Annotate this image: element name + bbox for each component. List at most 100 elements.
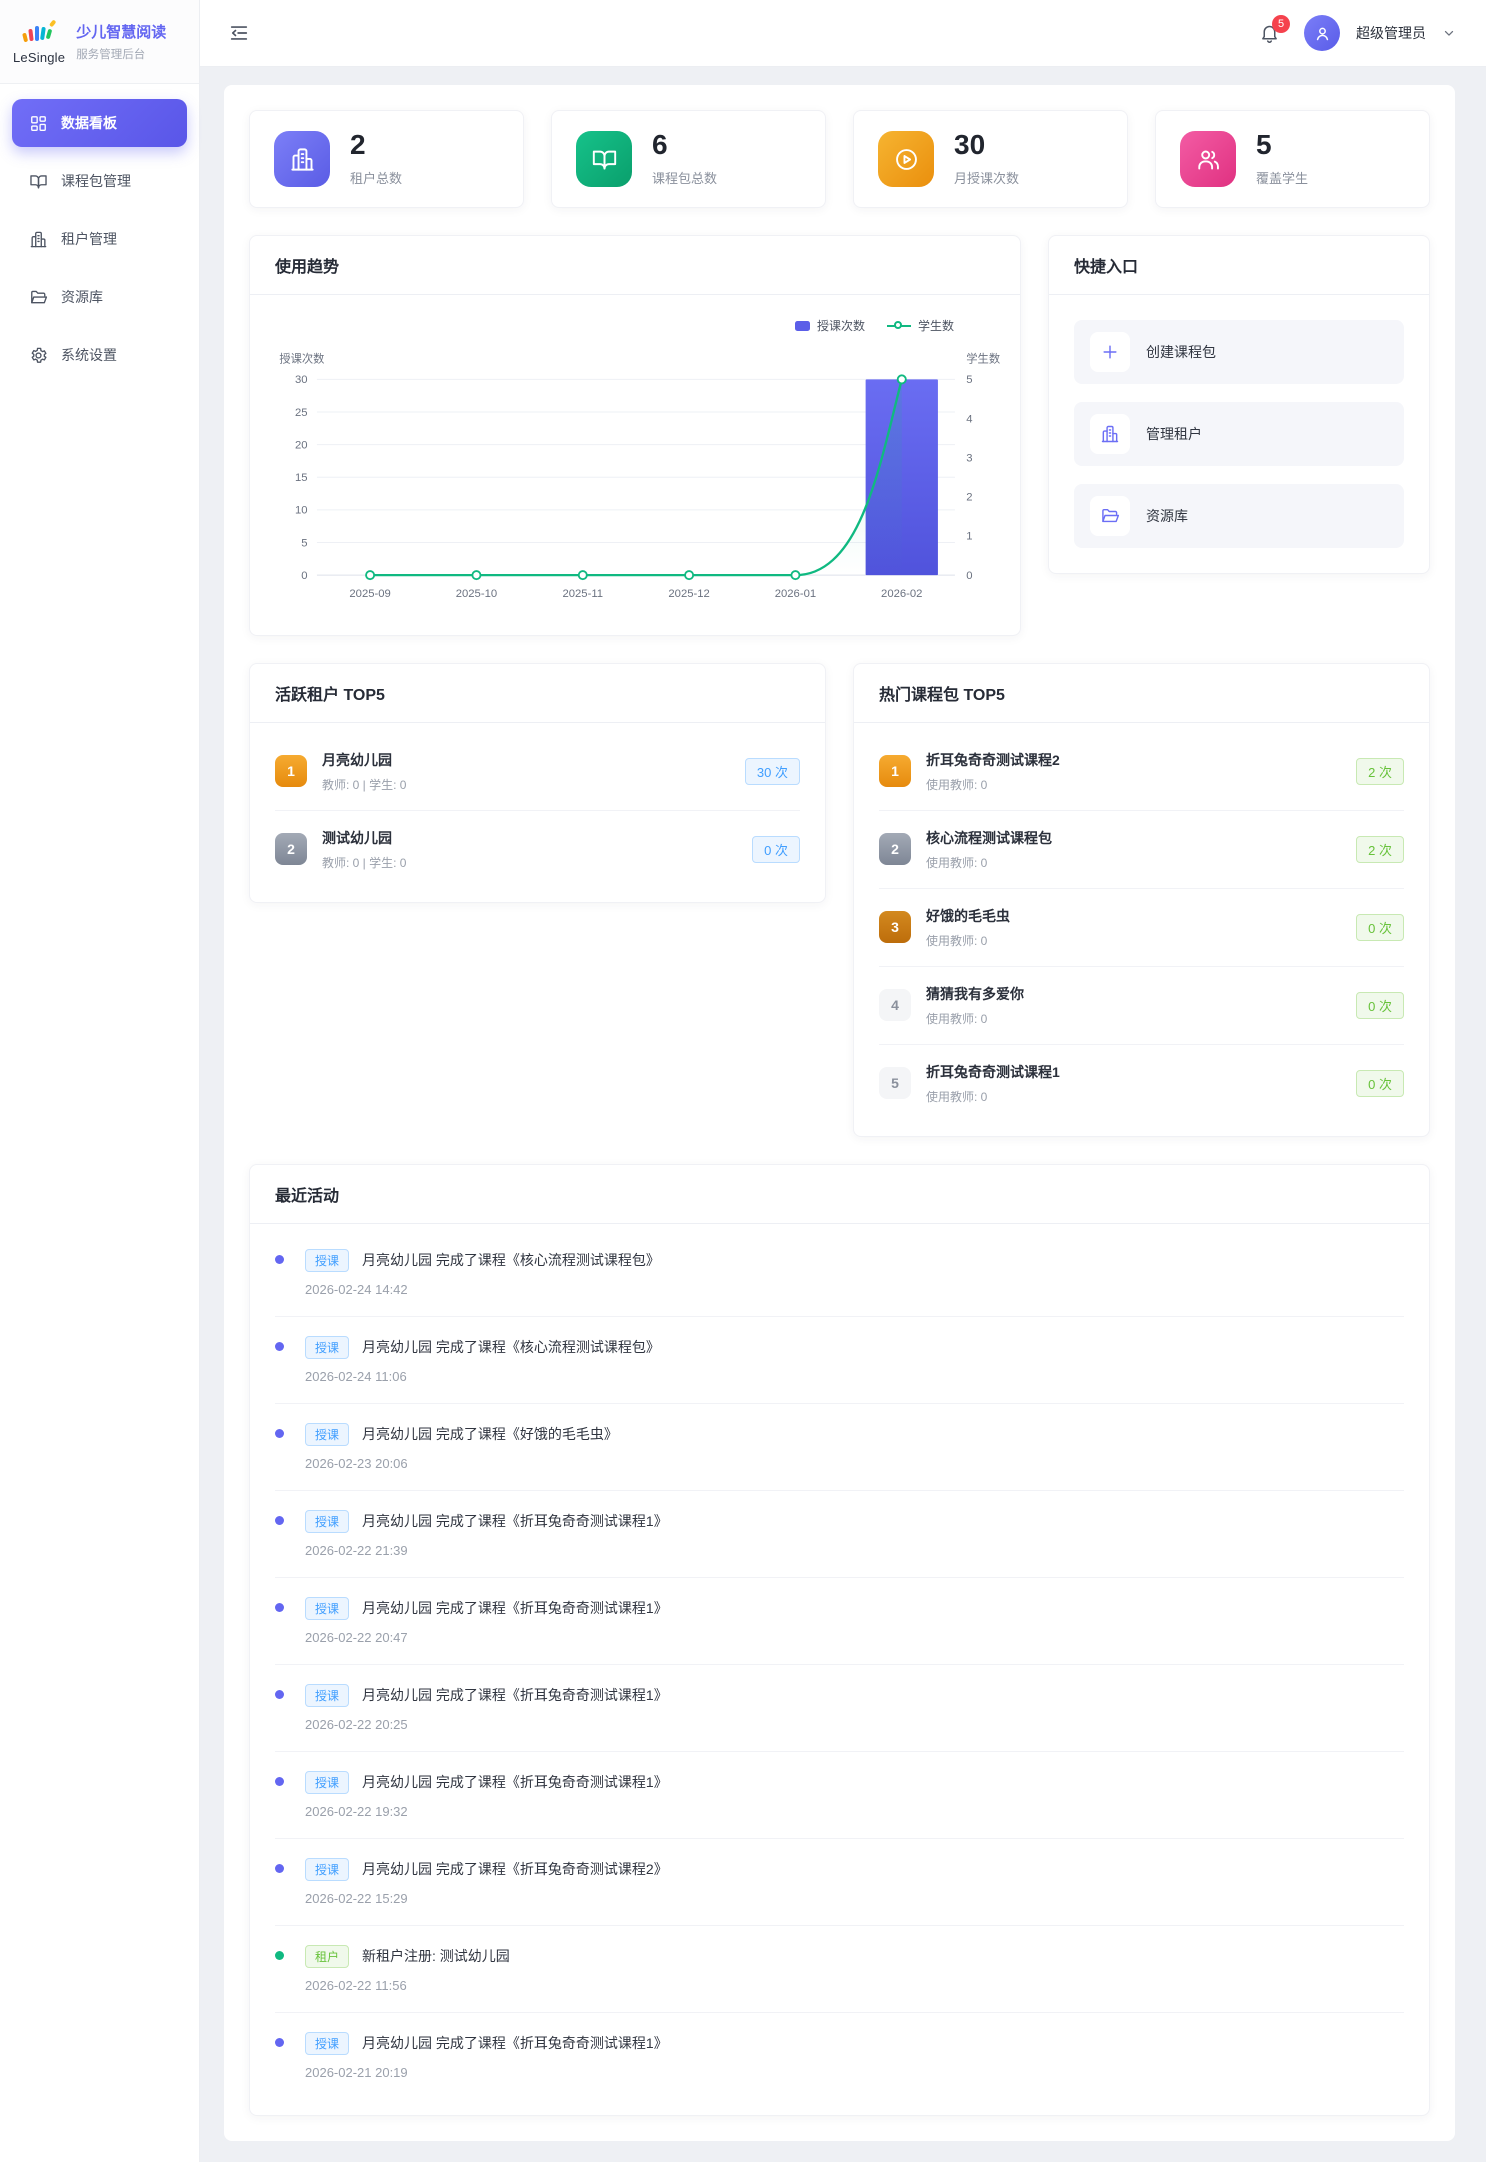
- svg-text:30: 30: [295, 374, 308, 386]
- activity-item: 授课 月亮幼儿园 完成了课程《折耳兔奇奇测试课程1》 2026-02-22 19…: [275, 1752, 1404, 1839]
- course-meta: 使用教师: 0: [926, 933, 988, 948]
- tenant-rank-row: 1 月亮幼儿园 教师: 0 | 学生: 0 30 次: [275, 733, 800, 811]
- app-title: 少儿智慧阅读: [76, 24, 167, 41]
- count-badge: 0 次: [1356, 991, 1404, 1019]
- quick-entry-button[interactable]: 资源库: [1074, 484, 1404, 548]
- top-header: 5 超级管理员: [200, 0, 1486, 67]
- activity-dot: [275, 1254, 284, 1264]
- legend-item[interactable]: 授课次数: [794, 317, 865, 334]
- avatar[interactable]: [1304, 15, 1340, 51]
- activity-time: 2026-02-22 19:32: [305, 1803, 408, 1819]
- quick-entry-card: 快捷入口 创建课程包 管理租户: [1048, 235, 1430, 574]
- course-meta: 使用教师: 0: [926, 1089, 988, 1104]
- sidebar-item[interactable]: 资源库: [12, 273, 187, 321]
- main-area: 5 超级管理员 2: [200, 0, 1486, 2162]
- svg-text:25: 25: [295, 407, 308, 419]
- activity-time: 2026-02-22 20:25: [305, 1716, 408, 1732]
- section-title: 使用趋势: [250, 236, 1020, 295]
- active-tenants-card: 活跃租户 TOP5 1 月亮幼儿园 教师: 0 | 学生: 0: [249, 662, 826, 903]
- svg-text:4: 4: [966, 413, 972, 425]
- svg-text:授课次数: 授课次数: [279, 351, 324, 365]
- stat-label: 覆盖学生: [1256, 171, 1309, 186]
- sidebar-item-label: 系统设置: [61, 347, 117, 363]
- sidebar-item[interactable]: 租户管理: [12, 215, 187, 263]
- sidebar-item[interactable]: 数据看板: [12, 99, 187, 147]
- app-subtitle: 服务管理后台: [76, 49, 146, 61]
- stat-label: 课程包总数: [652, 171, 718, 186]
- folder-icon: [29, 288, 48, 307]
- activity-dot: [275, 1428, 284, 1438]
- book-icon: [29, 172, 48, 191]
- activity-item: 授课 月亮幼儿园 完成了课程《好饿的毛毛虫》 2026-02-23 20:06: [275, 1404, 1404, 1491]
- notification-badge: 5: [1272, 14, 1290, 33]
- svg-text:学生数: 学生数: [966, 351, 1000, 365]
- book-icon: [576, 131, 632, 187]
- activity-text: 月亮幼儿园 完成了课程《折耳兔奇奇测试课程1》: [362, 1687, 668, 1704]
- quick-entry-button[interactable]: 创建课程包: [1074, 320, 1404, 384]
- stat-card: 30 月授课次数: [853, 110, 1128, 208]
- sidebar-item[interactable]: 系统设置: [12, 331, 187, 379]
- svg-text:3: 3: [966, 452, 972, 464]
- brand-text: LeSingle: [13, 49, 66, 65]
- stat-value: 6: [652, 129, 668, 160]
- stat-value: 2: [350, 129, 366, 160]
- sidebar-item-label: 课程包管理: [61, 173, 131, 189]
- course-name: 猜猜我有多爱你: [926, 985, 1024, 1002]
- activity-time: 2026-02-22 20:47: [305, 1629, 408, 1645]
- chart-legend: 授课次数 学生数: [268, 317, 954, 334]
- app-logo: LeSingle 少儿智慧阅读 服务管理后台: [0, 0, 199, 84]
- chevron-down-icon[interactable]: [1442, 26, 1456, 40]
- svg-text:5: 5: [301, 537, 307, 549]
- activity-text: 月亮幼儿园 完成了课程《折耳兔奇奇测试课程1》: [362, 1513, 668, 1530]
- course-rank-row: 4 猜猜我有多爱你 使用教师: 0 0 次: [879, 967, 1404, 1045]
- content: 2 租户总数 6 课程包总数: [200, 67, 1486, 2162]
- activity-text: 月亮幼儿园 完成了课程《折耳兔奇奇测试课程1》: [362, 2035, 668, 2052]
- activity-text: 新租户注册: 测试幼儿园: [362, 1948, 510, 1965]
- svg-text:2025-10: 2025-10: [456, 588, 497, 600]
- notification-button[interactable]: 5: [1259, 14, 1290, 44]
- activity-text: 月亮幼儿园 完成了课程《折耳兔奇奇测试课程1》: [362, 1774, 668, 1791]
- usage-trend-card: 使用趋势 授课次数 学生数: [249, 235, 1021, 636]
- tenant-name: 测试幼儿园: [322, 829, 392, 846]
- section-title: 最近活动: [250, 1165, 1429, 1224]
- activity-dot: [275, 1863, 284, 1873]
- fold-icon[interactable]: [228, 22, 250, 44]
- hot-courses-card: 热门课程包 TOP5 1 折耳兔奇奇测试课程2 使用教师: 0: [853, 662, 1430, 1137]
- stat-card: 5 覆盖学生: [1155, 110, 1430, 208]
- course-rank-row: 5 折耳兔奇奇测试课程1 使用教师: 0 0 次: [879, 1045, 1404, 1122]
- activity-item: 授课 月亮幼儿园 完成了课程《折耳兔奇奇测试课程1》 2026-02-22 20…: [275, 1578, 1404, 1665]
- activity-dot: [275, 1341, 284, 1351]
- activity-type-badge: 授课: [305, 1683, 350, 1707]
- recent-activity-card: 最近活动 授课 月亮幼儿园 完成了课程《核心流程测试课程包》: [249, 1163, 1430, 2116]
- course-name: 折耳兔奇奇测试课程2: [926, 751, 1060, 768]
- count-badge: 30 次: [744, 757, 800, 785]
- tenant-rank-row: 2 测试幼儿园 教师: 0 | 学生: 0 0 次: [275, 811, 800, 888]
- activity-time: 2026-02-22 11:56: [305, 1977, 407, 1993]
- bar-swatch-icon: [794, 320, 810, 331]
- quick-entry-button[interactable]: 管理租户: [1074, 402, 1404, 466]
- section-title: 热门课程包 TOP5: [854, 664, 1429, 723]
- activity-time: 2026-02-24 14:42: [305, 1281, 408, 1297]
- building-icon: [29, 230, 48, 249]
- svg-text:2026-02: 2026-02: [881, 588, 922, 600]
- folder-icon: [1090, 496, 1130, 536]
- tenant-name: 月亮幼儿园: [322, 751, 392, 768]
- course-meta: 使用教师: 0: [926, 855, 988, 870]
- count-badge: 2 次: [1356, 835, 1404, 863]
- sidebar-item[interactable]: 课程包管理: [12, 157, 187, 205]
- activity-text: 月亮幼儿园 完成了课程《折耳兔奇奇测试课程2》: [362, 1861, 668, 1878]
- building-icon: [1090, 414, 1130, 454]
- user-name[interactable]: 超级管理员: [1356, 25, 1426, 41]
- legend-item[interactable]: 学生数: [886, 317, 954, 334]
- svg-text:2025-12: 2025-12: [668, 588, 709, 600]
- svg-text:5: 5: [966, 374, 972, 386]
- rank-badge: 5: [879, 1067, 911, 1100]
- rank-badge: 2: [275, 833, 307, 866]
- activity-item: 租户 新租户注册: 测试幼儿园 2026-02-22 11:56: [275, 1926, 1404, 2013]
- building-icon: [274, 131, 330, 187]
- activity-time: 2026-02-24 11:06: [305, 1368, 407, 1384]
- sidebar-item-label: 租户管理: [61, 231, 117, 247]
- course-name: 核心流程测试课程包: [926, 829, 1052, 846]
- gear-icon: [29, 346, 48, 365]
- rank-badge: 2: [879, 833, 911, 866]
